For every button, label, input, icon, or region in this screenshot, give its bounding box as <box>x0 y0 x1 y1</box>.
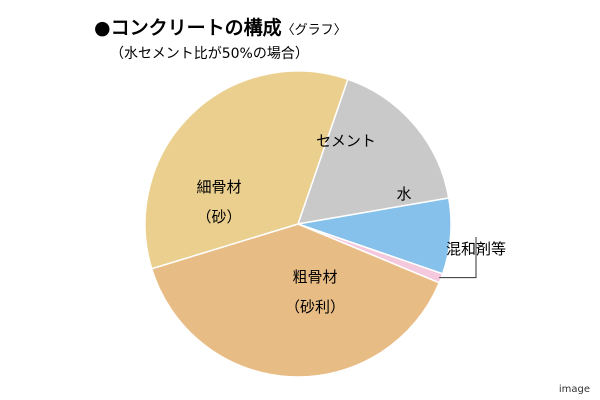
pie-slice-5 <box>144 70 349 270</box>
chart-title-tag: 〈グラフ〉 <box>282 23 347 38</box>
pie-slices <box>144 70 452 378</box>
slice-label-5: 細骨材 <box>196 178 241 196</box>
slice-sublabel-4: （砂利） <box>285 298 345 316</box>
chart-title-main: ●コンクリートの構成 <box>94 16 282 39</box>
chart-title: ●コンクリートの構成〈グラフ〉 <box>94 16 347 39</box>
slice-label-2: 水 <box>396 185 411 203</box>
leader-line <box>439 237 477 279</box>
slice-sublabel-5: （砂） <box>196 208 241 226</box>
slice-label-1: セメント <box>316 132 376 150</box>
pie-slice-4 <box>150 223 441 378</box>
chart-subtitle: （水セメント比が50%の場合） <box>110 46 309 62</box>
watermark-text: image <box>559 384 590 395</box>
slice-label-3: 混和剤等 <box>446 240 506 258</box>
slice-label-4: 粗骨材 <box>292 268 337 286</box>
